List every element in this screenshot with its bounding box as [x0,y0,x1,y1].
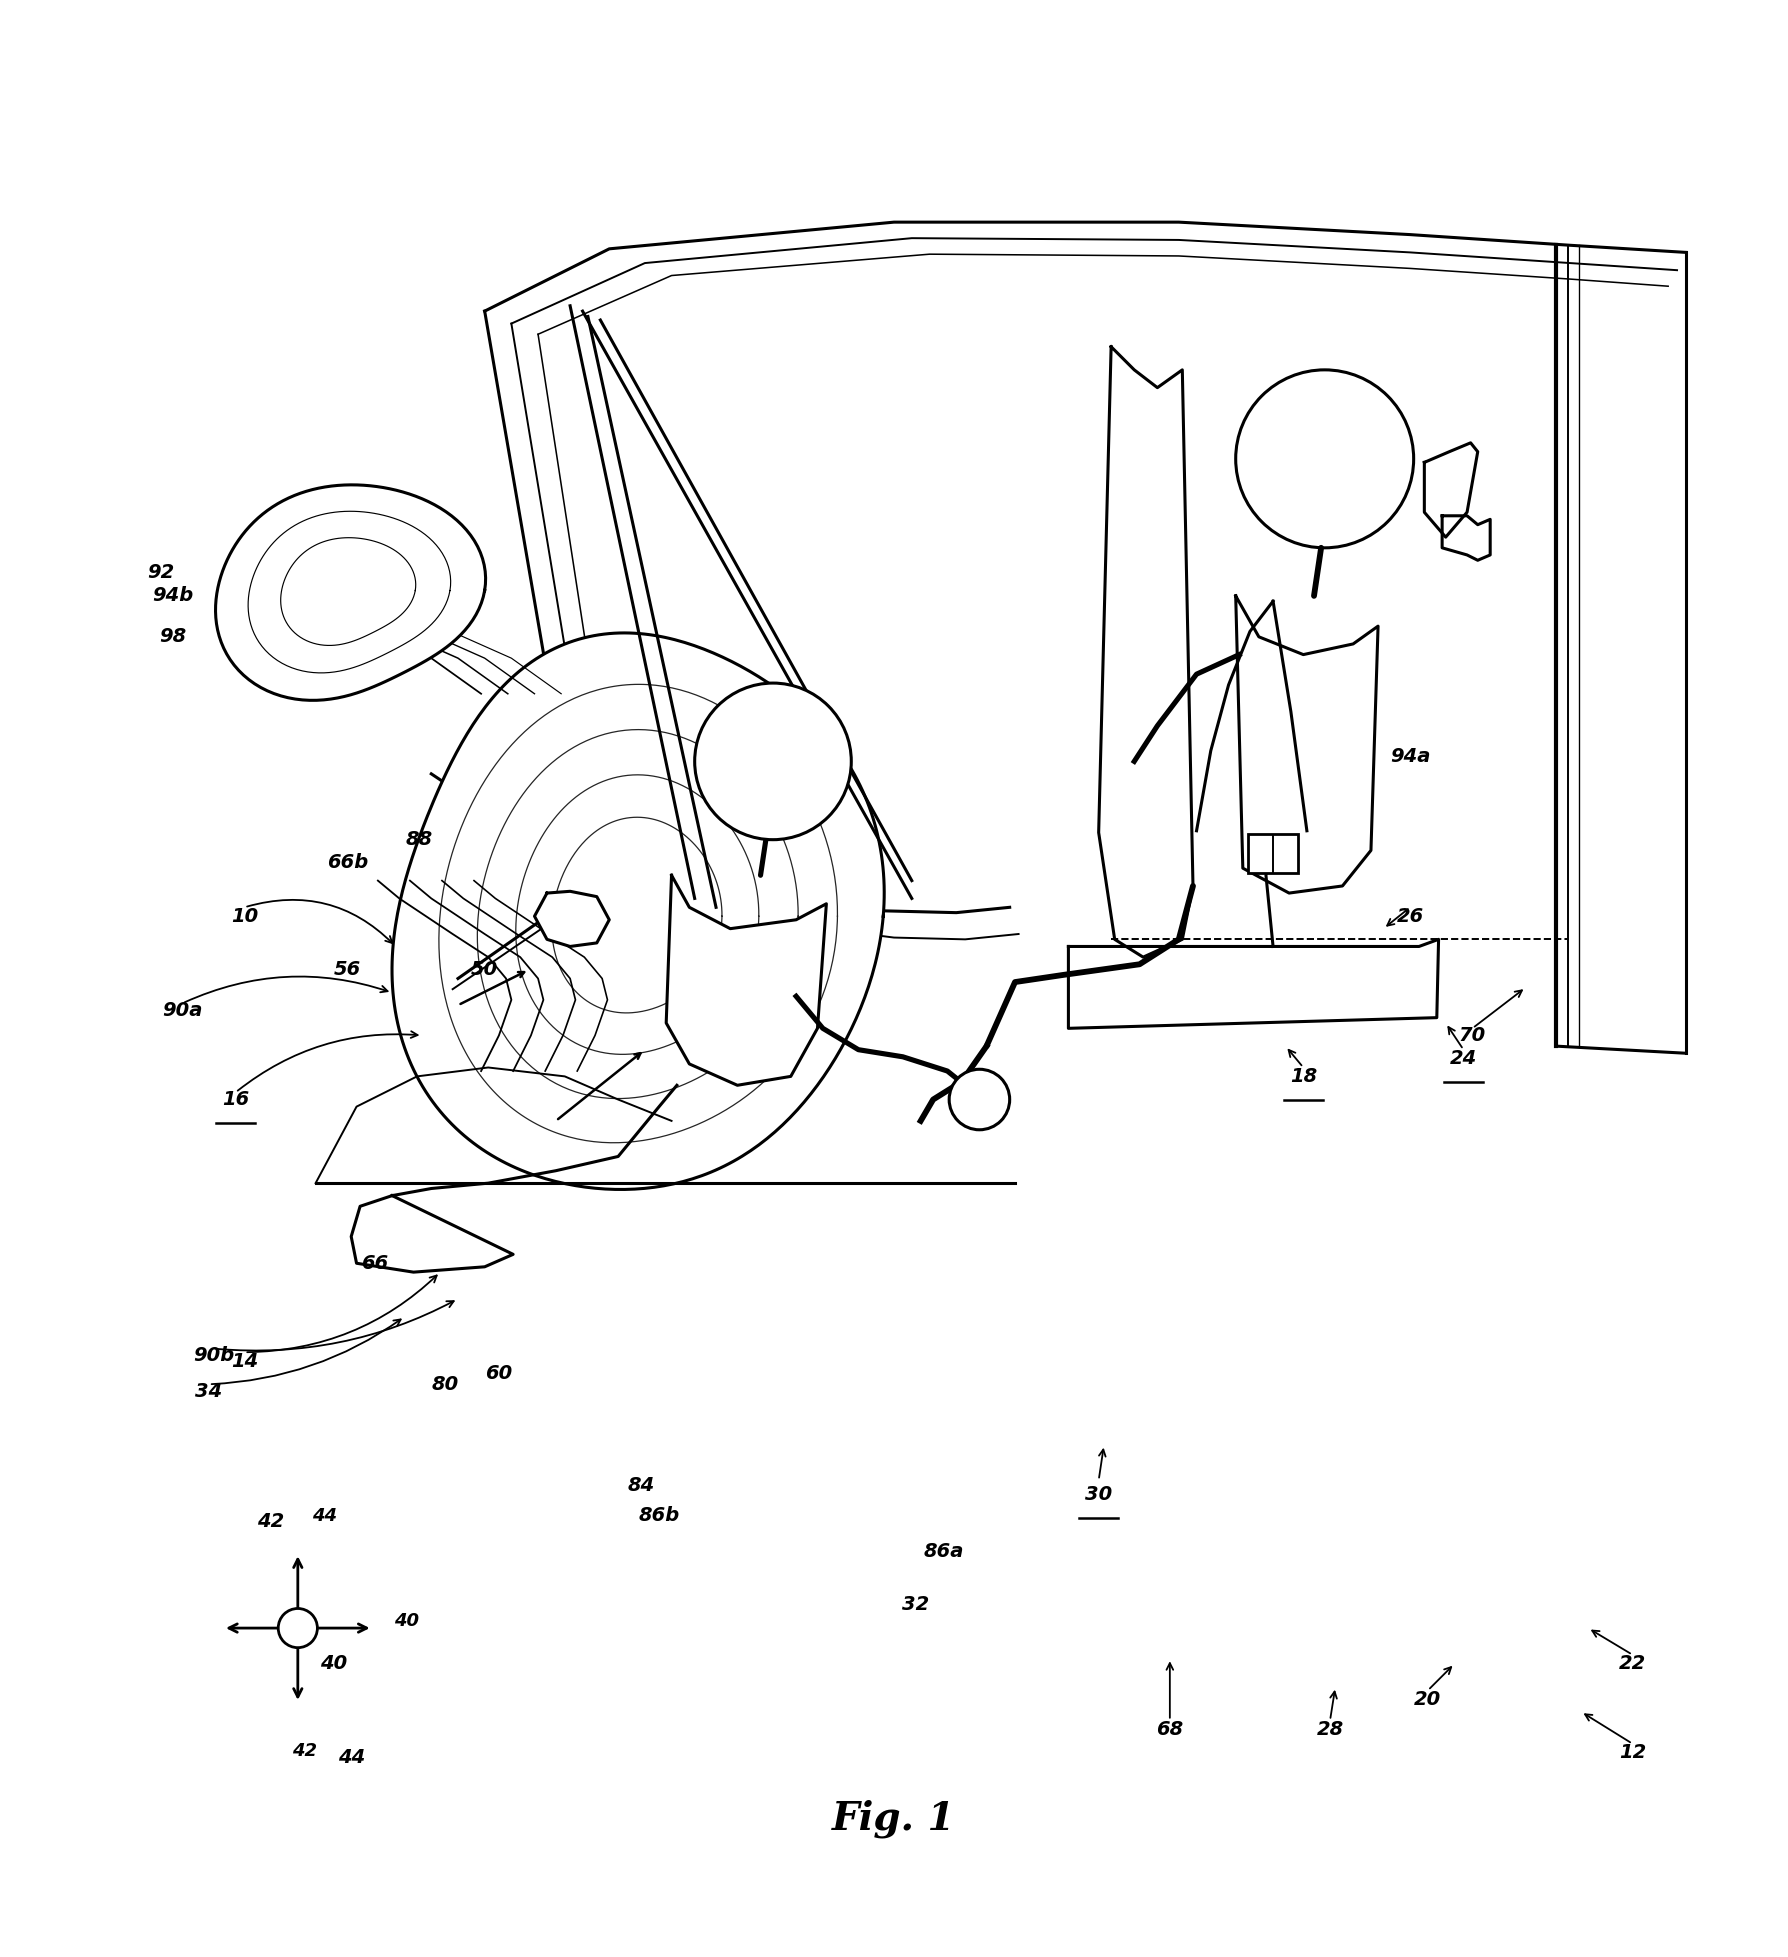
Polygon shape [667,875,826,1086]
Text: 10: 10 [231,906,257,926]
Text: 14: 14 [231,1352,257,1370]
Text: 84: 84 [628,1476,654,1495]
Text: 22: 22 [1618,1654,1647,1673]
Text: 34: 34 [195,1382,222,1401]
Text: 32: 32 [901,1595,930,1615]
Polygon shape [350,1196,513,1272]
Circle shape [949,1069,1010,1129]
Polygon shape [1069,939,1439,1027]
Text: 66b: 66b [327,853,368,873]
Text: 94b: 94b [152,587,193,605]
Text: 70: 70 [1459,1025,1486,1045]
Text: 44: 44 [338,1748,365,1767]
Polygon shape [1098,346,1193,957]
Text: 50: 50 [470,961,499,978]
Polygon shape [535,890,610,947]
Text: 66: 66 [361,1254,388,1272]
Text: Fig. 1: Fig. 1 [831,1798,957,1838]
Text: 20: 20 [1414,1689,1441,1708]
Circle shape [696,683,851,840]
Text: 86a: 86a [924,1542,964,1562]
Text: 88: 88 [406,830,433,849]
Text: 24: 24 [1450,1049,1477,1069]
Text: 56: 56 [334,961,361,978]
Polygon shape [1443,517,1489,560]
Text: 86b: 86b [638,1507,679,1525]
Text: 98: 98 [159,628,188,646]
Text: 12: 12 [1618,1744,1647,1761]
Text: 94a: 94a [1389,746,1430,765]
Text: 26: 26 [1396,906,1423,926]
Polygon shape [392,632,885,1190]
Text: 42: 42 [293,1742,318,1759]
Text: 68: 68 [1157,1720,1184,1740]
Polygon shape [216,485,486,701]
Text: 80: 80 [433,1374,460,1393]
Text: 42: 42 [257,1513,284,1530]
Text: 90a: 90a [163,1002,202,1020]
Polygon shape [1236,595,1379,892]
Polygon shape [1425,442,1477,536]
Circle shape [279,1609,318,1648]
Text: 28: 28 [1316,1720,1343,1740]
Text: 60: 60 [485,1364,513,1384]
Text: 18: 18 [1289,1067,1318,1086]
Text: 40: 40 [320,1654,347,1673]
Circle shape [1236,370,1414,548]
Text: 30: 30 [1085,1485,1112,1505]
Text: 16: 16 [222,1090,249,1110]
Text: 44: 44 [313,1507,338,1525]
Text: 40: 40 [393,1613,418,1630]
Text: 92: 92 [147,564,175,583]
Text: 90b: 90b [193,1346,234,1366]
FancyBboxPatch shape [1248,834,1298,873]
